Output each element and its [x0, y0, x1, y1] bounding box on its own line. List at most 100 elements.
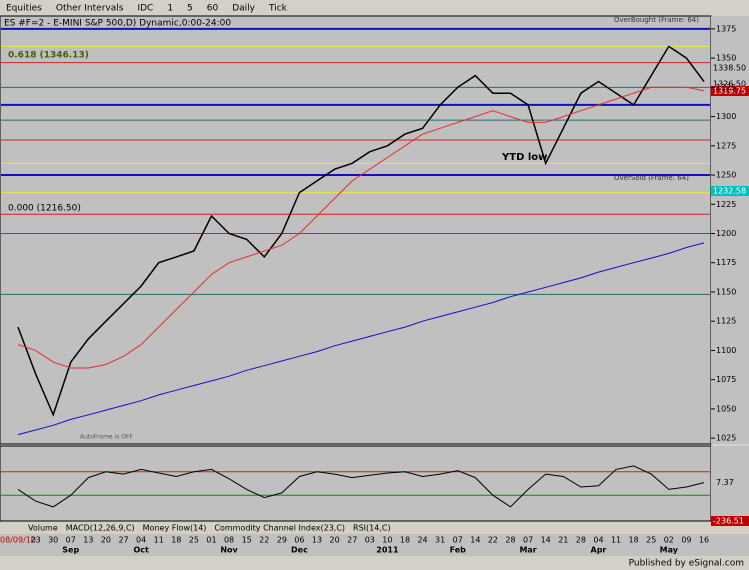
toolbar-item[interactable]: 5	[187, 4, 193, 14]
y-tick-label: 1225	[716, 200, 736, 209]
y-tick-label: 1250	[716, 171, 736, 180]
month-label: Apr	[591, 546, 607, 555]
y-tick-label: 1325	[716, 83, 736, 92]
x-tick-label: 10	[382, 536, 392, 545]
month-label: Dec	[291, 546, 308, 555]
toolbar-item[interactable]: Equities	[6, 4, 42, 14]
chart-title: ES #F=2 - E-MINI S&P 500,D) Dynamic,0:00…	[4, 19, 231, 29]
x-tick-label: 20	[330, 536, 340, 545]
month-label: Oct	[133, 546, 149, 555]
toolbar-bg	[0, 0, 749, 16]
y-tick-label: 1150	[716, 287, 736, 296]
y-tick-label: 1175	[716, 258, 736, 267]
tab[interactable]: MACD(12,26,9,C)	[66, 524, 135, 533]
x-tick-label: 25	[646, 536, 656, 545]
x-tick-label: 15	[242, 536, 252, 545]
x-tick-label: 28	[576, 536, 586, 545]
annotation: OverBought (Frame: 64)	[614, 16, 699, 24]
lower-axis	[711, 446, 749, 521]
y-tick-label: 1300	[716, 112, 736, 121]
annotation: 0.000 (1216.50)	[8, 204, 81, 214]
x-tick-label: 29	[277, 536, 287, 545]
x-tick-label: 24	[417, 536, 427, 545]
x-tick-label: 28	[505, 536, 515, 545]
readout-bg	[711, 186, 749, 196]
main-plot	[0, 15, 712, 445]
x-tick-label: 07	[453, 536, 463, 545]
x-tick-label: 22	[488, 536, 498, 545]
y-tick-label: 1375	[716, 24, 736, 33]
x-tick-label: 25	[189, 536, 199, 545]
x-tick-label: 01	[206, 536, 216, 545]
x-tick-label: 18	[400, 536, 410, 545]
x-tick-label: 18	[171, 536, 181, 545]
x-tick-label: 06	[294, 536, 304, 545]
x-tick-label: 03	[365, 536, 375, 545]
y-tick-label: 1050	[716, 404, 736, 413]
x-tick-label: 23	[30, 536, 40, 545]
toolbar-item[interactable]: Tick	[268, 4, 288, 14]
series-line	[17, 45, 705, 417]
tab[interactable]: Volume	[28, 524, 58, 533]
readout: 7.37	[716, 478, 734, 487]
tab-bar	[0, 522, 749, 534]
x-tick-label: 22	[259, 536, 269, 545]
x-tick-label: 07	[66, 536, 76, 545]
y-tick-label: 1100	[716, 346, 736, 355]
series-line	[17, 465, 705, 508]
readout: 1338.50	[713, 64, 746, 73]
x-tick-label: 08	[224, 536, 234, 545]
readout: -236.51	[713, 517, 744, 526]
toolbar-item[interactable]: 1	[167, 4, 173, 14]
lower-plot	[0, 445, 712, 522]
series-line	[17, 242, 705, 436]
y-tick-label: 1075	[716, 375, 736, 384]
x-tick-label: 11	[154, 536, 164, 545]
annotation: YTD low	[501, 152, 547, 163]
toolbar-item[interactable]: 60	[207, 4, 219, 14]
x-tick-label: 27	[118, 536, 128, 545]
x-tick-label: 21	[558, 536, 568, 545]
month-label: Nov	[220, 546, 238, 555]
annotation: 0.618 (1346.13)	[8, 51, 89, 61]
x-tick-label: 20	[101, 536, 111, 545]
month-label: Feb	[450, 546, 467, 555]
x-tick-label: 13	[83, 536, 93, 545]
readout: 1319.75	[713, 87, 746, 96]
month-label: Sep	[62, 546, 79, 555]
x-tick-label: 14	[470, 536, 480, 545]
footer: Published by eSignal.com	[629, 559, 744, 569]
readout-bg	[711, 86, 749, 96]
tab[interactable]: RSI(14,C)	[353, 524, 391, 533]
x-tick-label: 04	[136, 536, 146, 545]
readout: 1232.58	[713, 187, 746, 196]
x-tick-label: 16	[699, 536, 709, 545]
toolbar-item[interactable]: Other Intervals	[56, 4, 124, 14]
x-tick-label: 09	[681, 536, 691, 545]
date-axis	[0, 534, 749, 556]
annotation: AutoFrame is OFF	[80, 434, 133, 441]
annotation: OverSold (Frame: 64)	[614, 174, 689, 182]
x-tick-label: 31	[435, 536, 445, 545]
month-label: Mar	[519, 546, 536, 555]
month-label: 2011	[376, 546, 399, 555]
x-tick-label: 07	[523, 536, 533, 545]
y-tick-label: 1200	[716, 229, 736, 238]
x-tick-label: 13	[312, 536, 322, 545]
tab[interactable]: Money Flow(14)	[143, 524, 207, 533]
series-line	[17, 86, 705, 369]
y-tick-label: 1025	[716, 434, 736, 443]
y-tick-label: 1125	[716, 317, 736, 326]
toolbar-item[interactable]: Daily	[232, 4, 255, 14]
x-tick-label: 30	[48, 536, 58, 545]
x-tick-label: 14	[541, 536, 551, 545]
y-tick-label: 1275	[716, 141, 736, 150]
tab[interactable]: Commodity Channel Index(23,C)	[214, 524, 345, 533]
readout-bg	[711, 516, 749, 526]
toolbar-item[interactable]: IDC	[137, 4, 153, 14]
x-tick-label: 27	[347, 536, 357, 545]
x-tick-label: 11	[611, 536, 621, 545]
readout: 1326.50	[713, 80, 746, 89]
x-tick-label: 08/09/10	[0, 536, 36, 545]
